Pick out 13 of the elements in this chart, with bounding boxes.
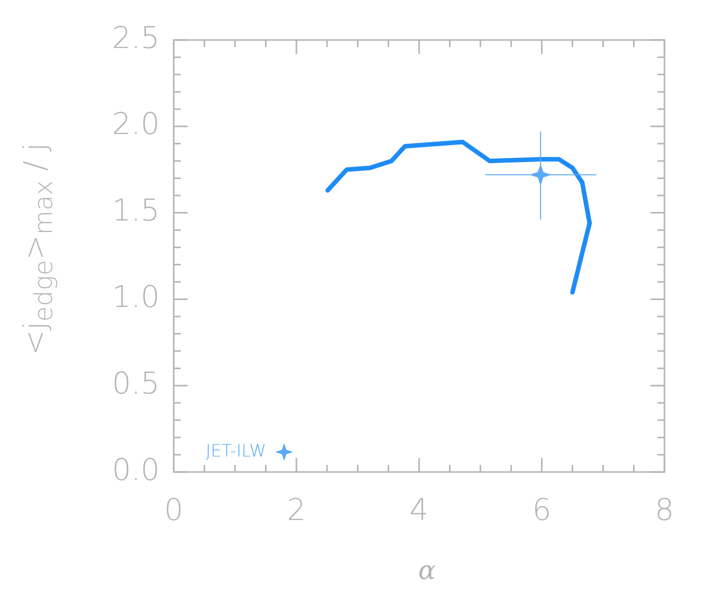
y-tick-label: 0.5 [112, 366, 160, 402]
y-tick-label: 1.5 [112, 194, 160, 229]
x-axis-title: α [417, 556, 437, 586]
y-tick-label: 1.0 [112, 280, 160, 315]
legend-label: JET-ILW [206, 441, 266, 462]
y-tick-label: 0.0 [112, 452, 160, 488]
x-tick-label: 2 [286, 492, 306, 528]
x-tick-label: 8 [654, 492, 674, 528]
y-tick-label: 2.5 [112, 20, 160, 56]
x-tick-label: 0 [164, 492, 184, 528]
x-tick-label: 4 [410, 492, 429, 528]
y-tick-label: 2.0 [112, 107, 160, 142]
x-tick-label: 6 [532, 492, 552, 528]
